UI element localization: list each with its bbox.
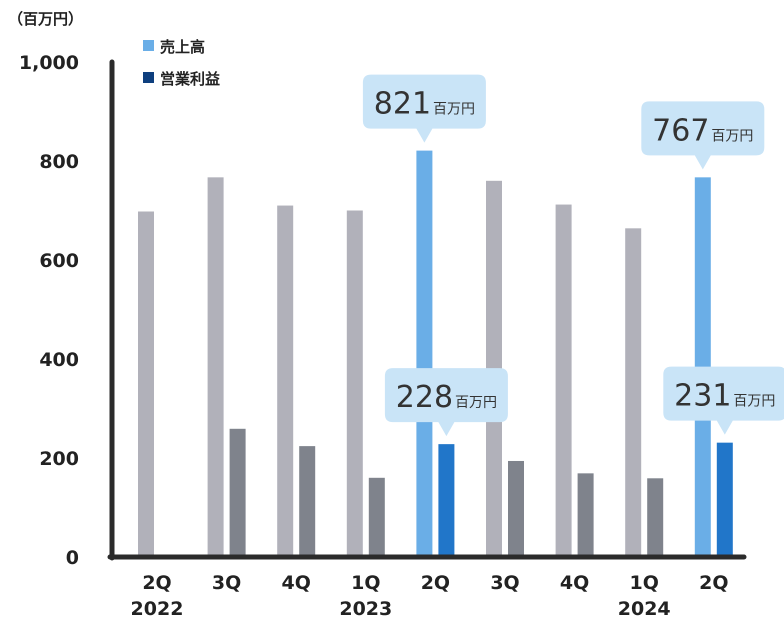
bar-sales [207, 177, 224, 557]
callout-value: 228 [396, 380, 453, 415]
bar-sales [555, 204, 572, 557]
callout-value: 767 [652, 113, 709, 148]
y-tick-label: 600 [39, 250, 79, 272]
x-category-label: 3Q [490, 572, 519, 594]
y-tick-label: 1,000 [19, 52, 79, 74]
bar-sales [277, 205, 294, 558]
x-category-label: 2Q [421, 572, 450, 594]
callout-bubble [362, 74, 486, 143]
x-category-label: 3Q [212, 572, 241, 594]
x-year-label: 2022 [131, 598, 184, 620]
legend: 売上高 営業利益 [143, 38, 220, 88]
y-tick-label: 400 [39, 349, 79, 371]
x-category-label: 2Q [699, 572, 728, 594]
bars [138, 150, 733, 558]
callout-unit: 百万円 [433, 102, 475, 118]
y-tick-label: 0 [66, 547, 79, 569]
y-tick-label: 200 [39, 448, 79, 470]
callout-unit: 百万円 [711, 128, 753, 144]
legend-label-profit: 営業利益 [160, 70, 220, 88]
callout-bubble [641, 101, 765, 170]
y-unit-label: （百万円） [8, 10, 83, 28]
bar-operating-profit [438, 444, 455, 557]
y-axis-ticks: 0 200 400 600 800 1,000 [19, 52, 79, 569]
callout-value: 821 [374, 87, 431, 122]
y-tick-label: 800 [39, 151, 79, 173]
callout-label: 821 百万円 [374, 87, 475, 122]
bar-operating-profit [716, 442, 733, 557]
callout-label: 231 百万円 [674, 379, 775, 414]
x-year-label: 2024 [618, 598, 671, 620]
bar-sales [138, 211, 154, 558]
x-category-label: 4Q [560, 572, 589, 594]
legend-label-sales: 売上高 [160, 38, 205, 56]
bar-operating-profit [229, 428, 246, 557]
x-year-label: 2023 [339, 598, 392, 620]
bar-sales [346, 210, 363, 557]
x-category-label: 1Q [630, 572, 659, 594]
bar-sales [625, 228, 642, 557]
callout-label: 767 百万円 [652, 113, 753, 148]
callout-label: 228 百万円 [396, 380, 497, 415]
x-axis-labels: 2Q 3Q 4Q 1Q 2Q 3Q 4Q 1Q 2Q 2022 2023 2024 [131, 572, 729, 620]
bar-operating-profit [647, 478, 664, 557]
callout-bubble [663, 366, 784, 435]
callout-value: 231 [674, 379, 731, 414]
bar-operating-profit [508, 460, 524, 557]
bar-operating-profit [577, 473, 594, 557]
bar-sales [416, 150, 433, 558]
bar-operating-profit [368, 477, 385, 557]
bar-operating-profit [299, 446, 316, 557]
x-category-label: 4Q [282, 572, 311, 594]
callout-unit: 百万円 [455, 395, 497, 411]
legend-swatch-sales [143, 40, 154, 51]
legend-swatch-profit [143, 72, 154, 83]
callout-unit: 百万円 [733, 394, 775, 410]
x-category-label: 1Q [351, 572, 380, 594]
x-category-label: 2Q [142, 572, 171, 594]
callout-bubble [384, 368, 508, 437]
